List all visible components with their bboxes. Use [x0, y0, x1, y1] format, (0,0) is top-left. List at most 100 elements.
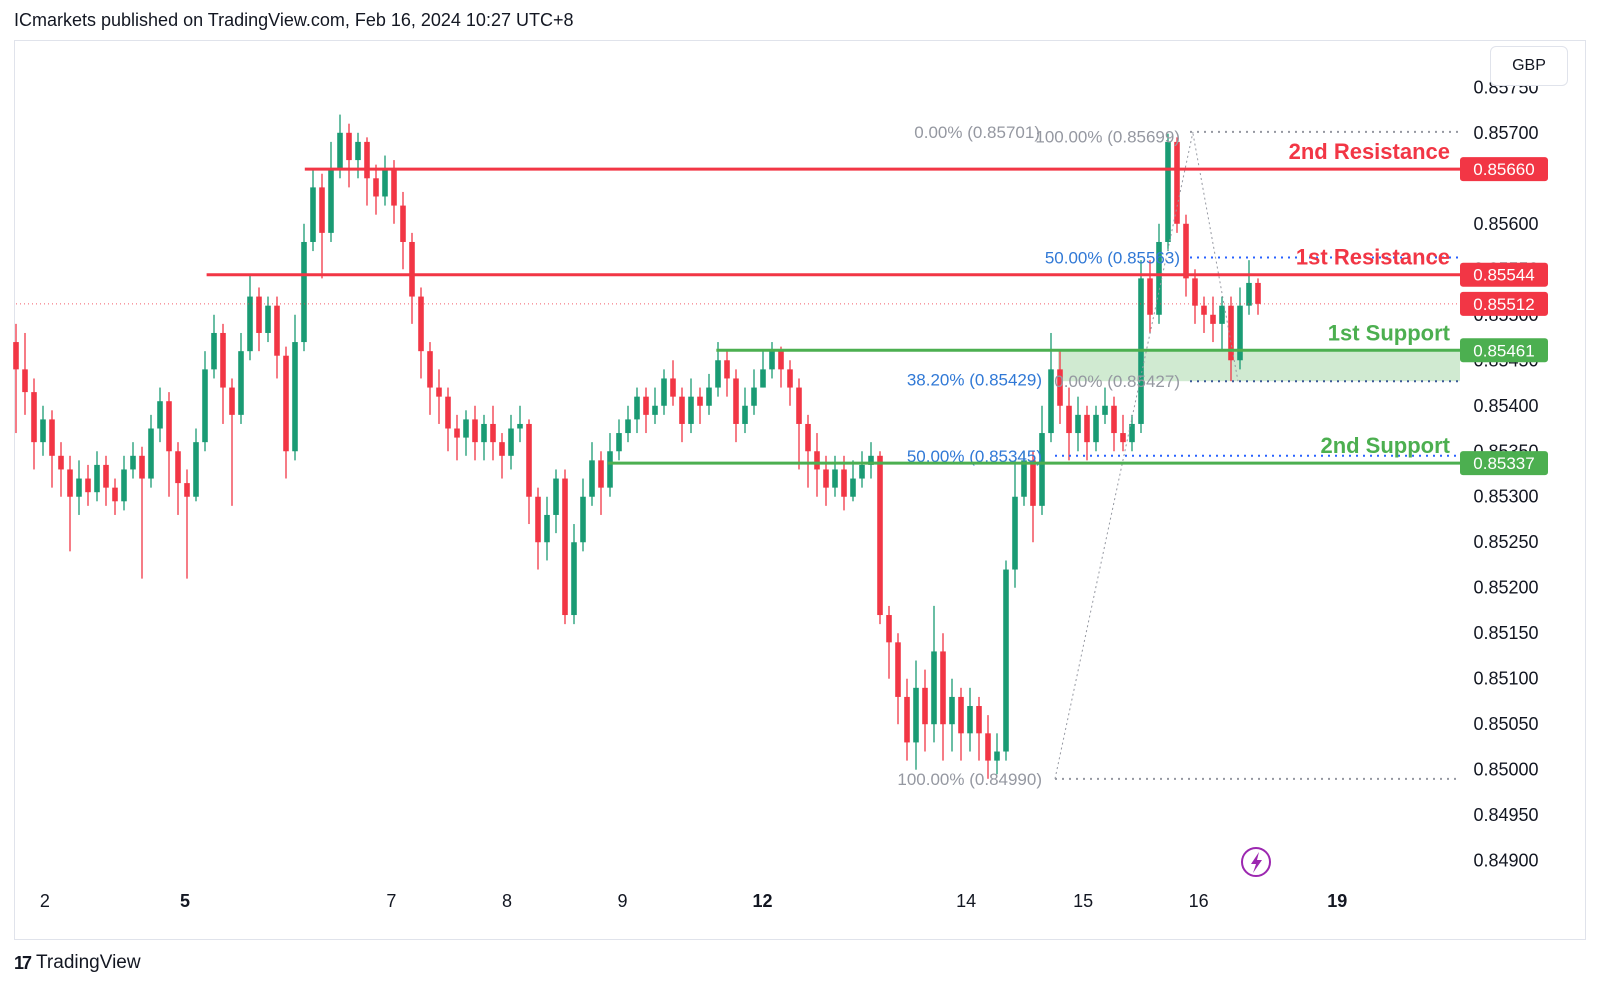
x-tick-label: 16 [1189, 891, 1209, 911]
candle-body [733, 378, 739, 424]
candle-body [1147, 278, 1153, 315]
y-tick-label: 0.84900 [1473, 851, 1538, 871]
x-axis: 2 5 7 8 9 12 14 15 16 19 [40, 891, 1347, 911]
candle-body [922, 687, 928, 725]
candle-body [1129, 423, 1135, 443]
candle-body [310, 187, 316, 242]
price-badge [1460, 157, 1548, 182]
candle-body [1012, 496, 1018, 570]
candle-body [58, 455, 64, 470]
candle-body [652, 405, 658, 415]
candle-body [553, 478, 559, 515]
candle-body [832, 469, 838, 488]
candle-body [571, 542, 577, 616]
x-tick-label: 12 [753, 891, 773, 911]
candle-body [913, 687, 919, 743]
x-tick-label: 5 [180, 891, 190, 911]
candle-body [85, 478, 91, 493]
candle-body [139, 455, 145, 479]
candle-body [958, 696, 964, 734]
candle-body [877, 455, 883, 616]
candle-body [1057, 369, 1063, 406]
candle-body [247, 296, 253, 352]
price-badge-label: 0.85660 [1473, 160, 1534, 179]
y-tick-label: 0.85200 [1473, 578, 1538, 598]
candle-body [904, 696, 910, 743]
price-badge [1460, 451, 1548, 476]
currency-label: GBP [1512, 57, 1546, 74]
y-tick-label: 0.85000 [1473, 760, 1538, 780]
fib-secondary-zero-label: 0.00% (0.85427) [1054, 372, 1180, 391]
x-tick-label: 14 [956, 891, 976, 911]
candle-body [49, 419, 55, 456]
candle-body [1048, 369, 1054, 434]
candle-body [445, 396, 451, 429]
candle-body [1210, 314, 1216, 324]
candle-body [1084, 414, 1090, 443]
lightning-icon-ring [1241, 847, 1271, 877]
candle-body [994, 751, 1000, 761]
price-badge-label: 0.85512 [1473, 295, 1534, 314]
y-tick-label: 0.85050 [1473, 714, 1538, 734]
candle-body [184, 483, 190, 497]
candle-body [337, 132, 343, 170]
level-name-support-3: 2nd Support [1320, 433, 1450, 458]
candle-body [823, 469, 829, 488]
candle-body [544, 514, 550, 543]
candle-body [634, 396, 640, 420]
candle-body [364, 141, 370, 179]
candle-body [1066, 405, 1072, 434]
candle-body [355, 141, 361, 161]
candle-body [31, 392, 37, 443]
candle-body [319, 187, 325, 233]
fib-secondary-trend [1192, 133, 1239, 382]
lightning-icon [1241, 847, 1271, 877]
fib-secondary-382-label: 38.20% (0.85429) [907, 370, 1042, 389]
x-tick-label: 2 [40, 891, 50, 911]
candle-body [157, 401, 163, 429]
candle-body [1165, 141, 1171, 242]
x-tick-label: 15 [1073, 891, 1093, 911]
currency-selector[interactable]: GBP [1490, 46, 1568, 86]
candle-body [787, 369, 793, 388]
candle-body [868, 455, 874, 465]
level-name-resistance-1: 1st Resistance [1296, 245, 1450, 270]
candle-body [346, 132, 352, 161]
candle-body [562, 478, 568, 616]
candle-body [1228, 305, 1234, 361]
candle-body [517, 423, 523, 429]
candle-body [274, 305, 280, 356]
footer-brand[interactable]: 17 TradingView [14, 952, 141, 974]
candle-body [850, 478, 856, 497]
chart-frame[interactable] [14, 40, 1586, 940]
price-badge-label: 0.85337 [1473, 454, 1534, 473]
candle-body [607, 451, 613, 488]
candle-body [454, 428, 460, 438]
candles-group [13, 114, 1261, 779]
y-tick-label: 0.84950 [1473, 805, 1538, 825]
level-name-resistance-0: 2nd Resistance [1289, 139, 1450, 164]
candle-body [112, 487, 118, 502]
candle-body [1156, 241, 1162, 315]
candle-body [229, 387, 235, 415]
y-tick-label: 0.85700 [1473, 123, 1538, 143]
fib-primary-mid-label: 50.00% (0.85345) [907, 447, 1042, 466]
candle-body [724, 360, 730, 379]
candle-body [202, 369, 208, 443]
candle-body [1111, 405, 1117, 434]
candle-body [256, 296, 262, 333]
price-badge-label: 0.85544 [1473, 266, 1534, 285]
candle-body [616, 433, 622, 452]
candle-body [661, 378, 667, 406]
candle-body [985, 733, 991, 761]
candle-body [391, 169, 397, 206]
candle-body [1183, 223, 1189, 279]
x-tick-label: 19 [1327, 891, 1347, 911]
y-tick-label: 0.85400 [1473, 396, 1538, 416]
price-badge [1460, 338, 1548, 363]
candle-body [76, 478, 82, 497]
y-tick-label: 0.85600 [1473, 214, 1538, 234]
candle-body [1192, 278, 1198, 306]
x-tick-label: 7 [386, 891, 396, 911]
